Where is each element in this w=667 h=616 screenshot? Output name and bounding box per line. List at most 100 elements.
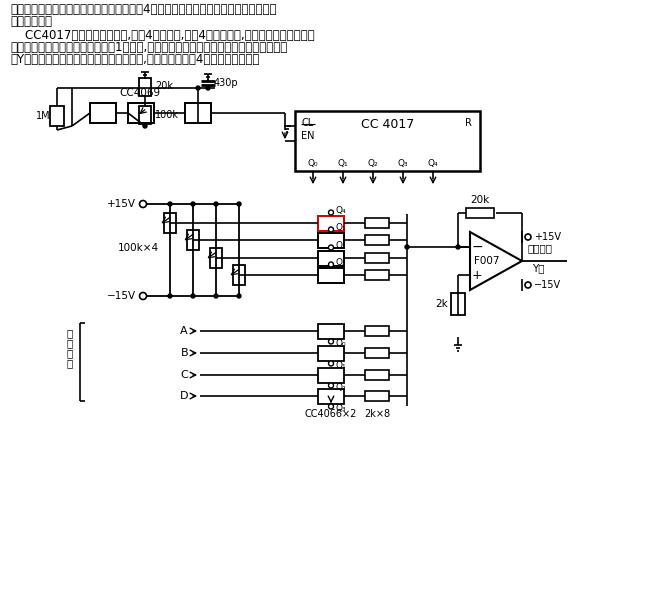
Bar	[365, 235, 389, 245]
Text: 1M: 1M	[36, 111, 50, 121]
Text: Q₃: Q₃	[335, 258, 346, 267]
Circle shape	[196, 86, 200, 90]
Circle shape	[168, 202, 172, 206]
Circle shape	[405, 245, 409, 249]
Text: Y轴: Y轴	[532, 263, 544, 273]
Text: C: C	[180, 370, 188, 380]
Bar	[318, 232, 344, 248]
Bar	[50, 106, 64, 126]
Bar	[318, 346, 344, 360]
Text: B: B	[180, 348, 188, 358]
Text: +: +	[472, 269, 482, 282]
Text: 本显示装置电路利用单线示波器能同时显示4路连续信号，以便于对不同信号的时间关: 本显示装置电路利用单线示波器能同时显示4路连续信号，以便于对不同信号的时间关	[10, 3, 277, 16]
Bar	[318, 368, 344, 383]
Text: F007: F007	[474, 256, 500, 266]
Text: −15V: −15V	[107, 291, 136, 301]
Bar	[318, 216, 344, 230]
Text: 输: 输	[67, 358, 73, 368]
Text: CC4066×2: CC4066×2	[305, 409, 358, 419]
Text: Q₂: Q₂	[335, 383, 346, 392]
Circle shape	[139, 293, 147, 299]
Text: 100k: 100k	[155, 110, 179, 120]
Circle shape	[329, 210, 334, 215]
Bar	[210, 248, 222, 268]
Text: Q₁: Q₁	[335, 361, 346, 370]
Circle shape	[329, 262, 334, 267]
Text: −: −	[471, 240, 483, 254]
Circle shape	[237, 294, 241, 298]
Bar	[365, 218, 389, 228]
Circle shape	[329, 383, 334, 388]
Text: Q₂: Q₂	[335, 241, 346, 250]
Bar	[365, 253, 389, 263]
Circle shape	[525, 234, 531, 240]
Text: EN: EN	[301, 131, 315, 141]
Text: CC4069: CC4069	[119, 88, 161, 98]
Text: Q₄: Q₄	[335, 206, 346, 215]
Bar	[466, 208, 494, 218]
Circle shape	[168, 294, 172, 298]
Bar	[365, 326, 389, 336]
Text: CL: CL	[301, 118, 313, 128]
Text: Q₀: Q₀	[335, 339, 346, 348]
Circle shape	[191, 202, 195, 206]
Text: +15V: +15V	[107, 199, 136, 209]
Circle shape	[329, 245, 334, 250]
Bar	[139, 78, 151, 96]
Text: A: A	[180, 326, 188, 336]
Bar	[318, 389, 344, 403]
Bar	[451, 293, 465, 315]
Text: 430p: 430p	[214, 78, 239, 88]
Bar	[164, 213, 176, 233]
Bar	[295, 111, 480, 171]
Circle shape	[329, 227, 334, 232]
Bar	[128, 103, 154, 123]
Text: CC 4017: CC 4017	[361, 118, 414, 131]
Text: 号: 号	[67, 328, 73, 338]
Text: 信: 信	[67, 338, 73, 348]
Circle shape	[214, 294, 218, 298]
Circle shape	[329, 361, 334, 366]
Text: Q₁: Q₁	[338, 159, 348, 168]
Bar	[318, 323, 344, 339]
Text: 20k: 20k	[470, 195, 490, 205]
Circle shape	[214, 202, 218, 206]
Bar	[365, 370, 389, 380]
Bar	[139, 106, 151, 124]
Circle shape	[143, 124, 147, 128]
Text: Q₂: Q₂	[368, 159, 378, 168]
Text: 2k×8: 2k×8	[364, 409, 390, 419]
Text: 20k: 20k	[155, 81, 173, 91]
Text: 入: 入	[67, 348, 73, 358]
Text: 2k: 2k	[436, 299, 448, 309]
Circle shape	[206, 86, 210, 90]
Text: CC4017为振荡器和计数器,组成4节拍电路,控制4对模拟开关,使其依次接通。每一对: CC4017为振荡器和计数器,组成4节拍电路,控制4对模拟开关,使其依次接通。每…	[10, 29, 315, 42]
Bar	[233, 265, 245, 285]
Bar	[185, 103, 211, 123]
Bar	[365, 270, 389, 280]
Bar	[90, 103, 116, 123]
Circle shape	[237, 202, 241, 206]
Text: Q₃: Q₃	[398, 159, 408, 168]
Circle shape	[525, 282, 531, 288]
Text: 至示波器: 至示波器	[528, 243, 553, 253]
Bar	[318, 251, 344, 265]
Text: Q₄: Q₄	[428, 159, 438, 168]
Text: D: D	[179, 391, 188, 401]
Text: Q₃: Q₃	[335, 404, 346, 413]
Circle shape	[329, 339, 334, 344]
Circle shape	[456, 245, 460, 249]
Text: Q₀: Q₀	[307, 159, 318, 168]
Text: R: R	[465, 118, 472, 128]
Bar	[365, 348, 389, 358]
Circle shape	[191, 294, 195, 298]
Bar	[187, 230, 199, 250]
Bar	[365, 391, 389, 401]
Text: +15V: +15V	[534, 232, 561, 242]
Text: Q₁: Q₁	[335, 223, 346, 232]
Text: 系进行比较。: 系进行比较。	[10, 15, 52, 28]
Bar	[318, 267, 344, 283]
Circle shape	[329, 404, 334, 409]
Text: −15V: −15V	[534, 280, 561, 290]
Circle shape	[139, 200, 147, 208]
